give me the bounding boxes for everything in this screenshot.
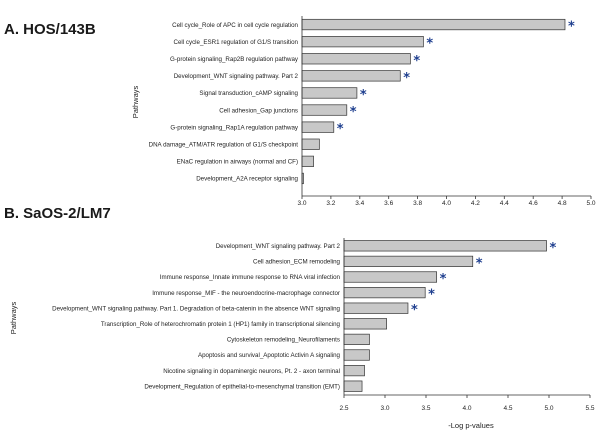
significance-star-a-5: * bbox=[360, 88, 367, 103]
category-label-a-1: Cell cycle_Role of APC in cell cycle reg… bbox=[172, 22, 298, 29]
category-label-a-5: Signal transduction_cAMP signaling bbox=[199, 90, 298, 97]
x-ticks-a: 3.0 3.2 3.4 3.6 3.8 4.0 4.2 4.4 4.6 4.8 5.0 bbox=[297, 196, 596, 207]
significance-star-a-4: * bbox=[403, 71, 410, 86]
x-tick-label-a-10: 4.8 bbox=[558, 200, 567, 207]
y-axis-title-b: Pathways bbox=[9, 301, 18, 334]
significance-markers-a: ******* bbox=[337, 20, 575, 138]
category-label-b-2: Cell adhesion_ECM remodeling bbox=[253, 259, 341, 266]
category-label-a-10: Development_A2A receptor signaling bbox=[196, 176, 298, 183]
bar-a-2 bbox=[301, 36, 424, 48]
bar-a-5 bbox=[301, 87, 358, 99]
bar-a-4 bbox=[301, 70, 401, 82]
category-label-a-6: Cell adhesion_Gap junctions bbox=[219, 107, 298, 114]
category-label-b-6: Transcription_Role of heterochromatin pr… bbox=[101, 321, 341, 328]
category-label-a-7: G-protein signaling_Rap1A regulation pat… bbox=[170, 124, 299, 131]
significance-star-b-3: * bbox=[440, 272, 447, 287]
x-tick-label-b-6: 5.0 bbox=[544, 405, 553, 412]
significance-star-a-2: * bbox=[426, 37, 433, 52]
category-label-a-3: G-protein signaling_Rap2B regulation pat… bbox=[170, 56, 299, 63]
significance-star-a-1: * bbox=[568, 20, 575, 35]
x-tick-label-a-1: 3.0 bbox=[297, 200, 306, 207]
category-labels-a: Cell cycle_Role of APC in cell cycle reg… bbox=[149, 22, 299, 183]
significance-star-a-7: * bbox=[337, 122, 344, 137]
category-label-b-5: Development_WNT signaling pathway. Part … bbox=[52, 305, 340, 312]
x-tick-label-b-1: 2.5 bbox=[339, 405, 348, 412]
significance-markers-b: * * * * * bbox=[411, 241, 557, 318]
bar-a-6 bbox=[301, 104, 348, 116]
x-tick-label-a-6: 4.0 bbox=[442, 200, 451, 207]
x-ticks-b: 2.5 3.0 3.5 4.0 4.5 5.0 5.5 bbox=[339, 395, 595, 412]
bar-b-10 bbox=[343, 380, 363, 392]
bar-a-7 bbox=[301, 121, 335, 133]
x-tick-label-b-7: 5.5 bbox=[585, 405, 594, 412]
bar-b-5 bbox=[343, 302, 409, 314]
x-tick-label-a-7: 4.2 bbox=[471, 200, 480, 207]
category-label-b-3: Immune response_Innate immune response t… bbox=[160, 274, 341, 281]
bar-b-6 bbox=[343, 318, 387, 330]
significance-star-b-4: * bbox=[428, 288, 435, 303]
category-label-b-1: Development_WNT signaling pathway. Part … bbox=[216, 243, 341, 250]
x-tick-label-a-11: 5.0 bbox=[586, 200, 595, 207]
bar-b-9 bbox=[343, 365, 365, 377]
significance-star-b-5: * bbox=[411, 303, 418, 318]
bar-a-1 bbox=[301, 18, 566, 31]
bar-b-3 bbox=[343, 271, 438, 283]
chart-title-a: A. HOS/143B bbox=[4, 21, 96, 38]
bar-a-8 bbox=[301, 138, 320, 150]
x-tick-label-a-9: 4.6 bbox=[529, 200, 538, 207]
y-axis-title-a: Pathways bbox=[131, 85, 140, 118]
x-tick-label-a-5: 3.8 bbox=[413, 200, 422, 207]
x-axis-title-b: -Log p-values bbox=[448, 421, 494, 430]
bar-a-3 bbox=[301, 53, 411, 65]
category-labels-b: Development_WNT signaling pathway. Part … bbox=[52, 243, 340, 390]
bar-b-1 bbox=[343, 240, 547, 252]
significance-star-a-3: * bbox=[413, 54, 420, 69]
x-tick-label-b-5: 4.5 bbox=[503, 405, 512, 412]
x-tick-label-b-2: 3.0 bbox=[380, 405, 389, 412]
bar-b-4 bbox=[343, 287, 426, 299]
category-label-b-7: Cytoskeleton remodeling_Neurofilaments bbox=[227, 337, 340, 344]
bars-group-a bbox=[301, 18, 566, 185]
bar-a-9 bbox=[301, 155, 314, 167]
chart-panel-b: B. SaOS-2/LM7 Pathways -Log p-values Dev… bbox=[4, 205, 595, 430]
category-label-b-8: Apoptosis and survival_Apoptotic Activin… bbox=[198, 352, 341, 359]
category-label-a-4: Development_WNT signaling pathway. Part … bbox=[174, 73, 299, 80]
significance-star-b-1: * bbox=[550, 241, 557, 256]
x-tick-label-a-3: 3.4 bbox=[355, 200, 364, 207]
chart-title-b: B. SaOS-2/LM7 bbox=[4, 205, 111, 222]
x-tick-label-b-4: 4.0 bbox=[462, 405, 471, 412]
category-label-a-8: DNA damage_ATM/ATR regulation of G1/S ch… bbox=[149, 141, 299, 148]
bar-b-8 bbox=[343, 349, 370, 361]
bar-b-2 bbox=[343, 255, 474, 267]
x-tick-label-a-2: 3.2 bbox=[326, 200, 335, 207]
category-label-b-4: Immune response_MIF - the neuroendocrine… bbox=[152, 290, 340, 297]
category-label-a-9: ENaC regulation in airways (normal and C… bbox=[177, 159, 298, 166]
x-tick-label-b-3: 3.5 bbox=[421, 405, 430, 412]
bars-group-b bbox=[343, 240, 547, 392]
chart-panel-a: A. HOS/143B Pathways Cell cycle_Role of … bbox=[4, 16, 596, 207]
category-label-b-9: Nicotine signaling in dopaminergic neuro… bbox=[163, 368, 340, 375]
significance-star-a-6: * bbox=[350, 105, 357, 120]
x-tick-label-a-4: 3.6 bbox=[384, 200, 393, 207]
bar-b-7 bbox=[343, 333, 370, 345]
category-label-a-2: Cell cycle_ESR1 regulation of G1/S trans… bbox=[174, 39, 299, 46]
x-tick-label-a-8: 4.4 bbox=[500, 200, 509, 207]
significance-star-b-2: * bbox=[476, 256, 483, 271]
category-label-b-10: Development_Regulation of epithelial-to-… bbox=[144, 383, 340, 390]
